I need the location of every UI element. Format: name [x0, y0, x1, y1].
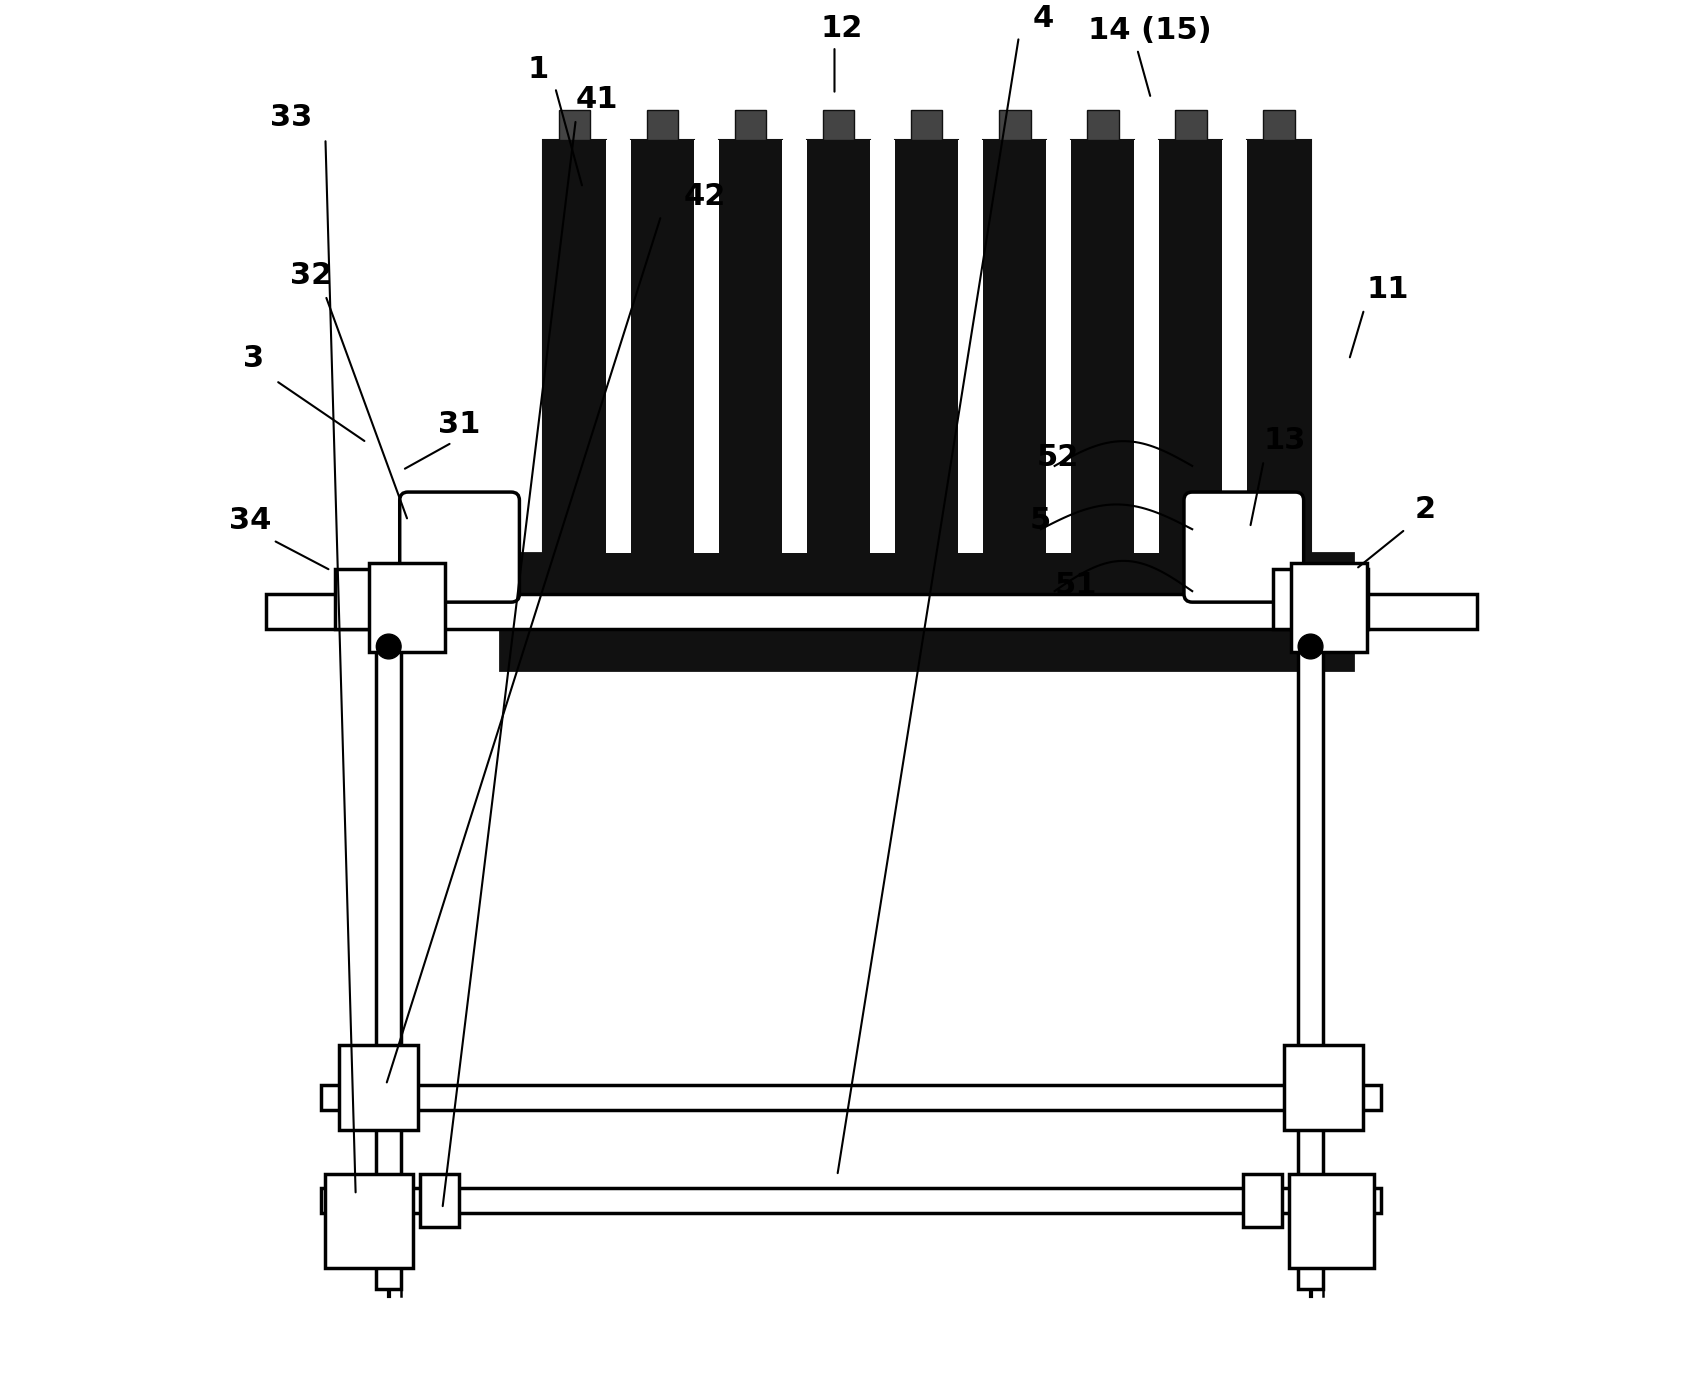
Bar — [322, 1188, 1380, 1213]
Bar — [1174, 109, 1207, 140]
Bar — [420, 1174, 460, 1227]
Bar — [339, 1046, 417, 1130]
Bar — [325, 1174, 414, 1269]
Bar — [1248, 140, 1311, 553]
Bar — [870, 140, 895, 553]
Bar — [822, 109, 854, 140]
Text: 2: 2 — [1414, 496, 1436, 524]
Bar — [606, 140, 631, 553]
FancyBboxPatch shape — [400, 492, 519, 602]
Bar — [1292, 562, 1367, 652]
Text: 42: 42 — [683, 181, 725, 211]
Text: 14 (15): 14 (15) — [1088, 17, 1212, 46]
Bar — [335, 569, 443, 629]
Text: 51: 51 — [1055, 571, 1098, 600]
Bar — [1273, 569, 1368, 629]
Bar — [647, 109, 679, 140]
Bar — [266, 594, 1477, 629]
Bar — [500, 553, 1353, 669]
Bar — [322, 1084, 1380, 1109]
Text: 32: 32 — [289, 262, 332, 291]
Bar — [631, 140, 694, 553]
Text: 3: 3 — [243, 343, 264, 373]
Bar — [1071, 140, 1135, 553]
Bar — [1288, 1174, 1374, 1269]
Bar — [1088, 109, 1118, 140]
Bar — [783, 140, 807, 553]
Bar — [1242, 1174, 1282, 1227]
Bar — [694, 140, 718, 553]
Text: 31: 31 — [437, 410, 480, 439]
Bar — [1159, 140, 1222, 553]
Bar — [735, 109, 766, 140]
Circle shape — [1299, 634, 1322, 659]
Bar — [807, 140, 870, 553]
Bar — [911, 109, 943, 140]
Text: 13: 13 — [1265, 427, 1305, 456]
Bar — [958, 140, 984, 553]
Bar — [1263, 109, 1295, 140]
Bar — [999, 109, 1030, 140]
Bar — [543, 140, 606, 553]
Bar — [718, 140, 783, 553]
Bar — [1047, 140, 1071, 553]
Text: 11: 11 — [1367, 276, 1409, 305]
Text: 34: 34 — [230, 506, 272, 535]
Bar — [558, 109, 591, 140]
Bar — [895, 140, 958, 553]
Bar — [1299, 594, 1322, 1288]
Bar — [369, 562, 446, 652]
Bar — [1285, 1046, 1363, 1130]
Text: 12: 12 — [820, 14, 863, 43]
Bar — [376, 594, 402, 1288]
FancyBboxPatch shape — [1185, 492, 1304, 602]
Circle shape — [376, 634, 402, 659]
Text: 4: 4 — [1033, 4, 1054, 33]
Text: 5: 5 — [1030, 506, 1052, 535]
Bar — [1135, 140, 1159, 553]
Text: 41: 41 — [575, 86, 618, 114]
Text: 33: 33 — [271, 102, 313, 132]
Bar — [984, 140, 1047, 553]
Text: 1: 1 — [528, 55, 550, 84]
Text: 52: 52 — [1037, 443, 1079, 472]
Bar — [1222, 140, 1248, 553]
